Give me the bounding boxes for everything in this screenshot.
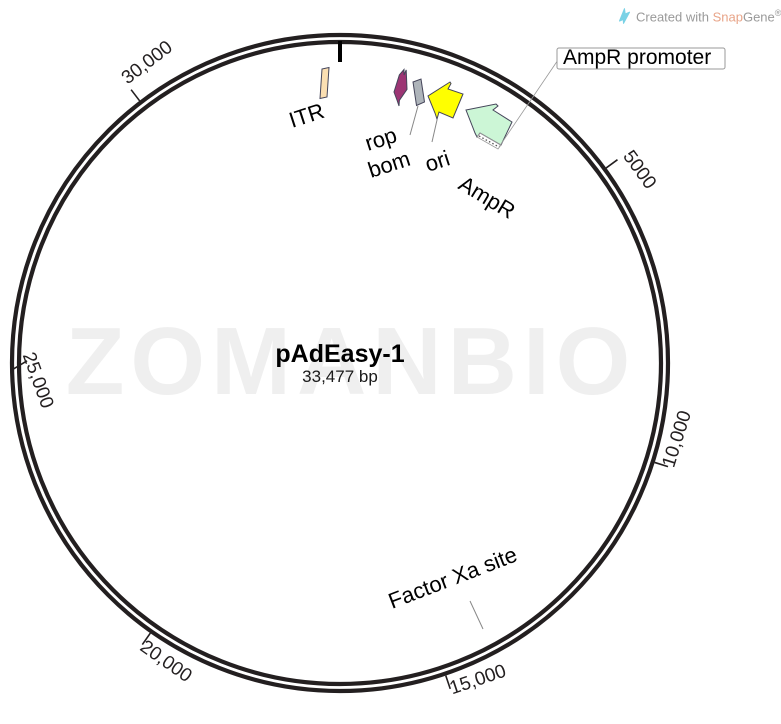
svg-text:33,477 bp: 33,477 bp <box>302 367 378 386</box>
svg-text:15,000: 15,000 <box>447 661 509 700</box>
svg-text:30,000: 30,000 <box>118 37 177 89</box>
svg-text:ITR: ITR <box>286 98 327 133</box>
svg-text:pAdEasy-1: pAdEasy-1 <box>275 340 404 368</box>
svg-text:ori: ori <box>422 145 453 176</box>
svg-text:AmpR: AmpR <box>454 171 519 224</box>
svg-text:Factor Xa site: Factor Xa site <box>385 542 521 614</box>
svg-text:5000: 5000 <box>618 147 660 194</box>
svg-text:25,000: 25,000 <box>18 350 58 412</box>
svg-text:AmpR promoter: AmpR promoter <box>563 46 711 69</box>
